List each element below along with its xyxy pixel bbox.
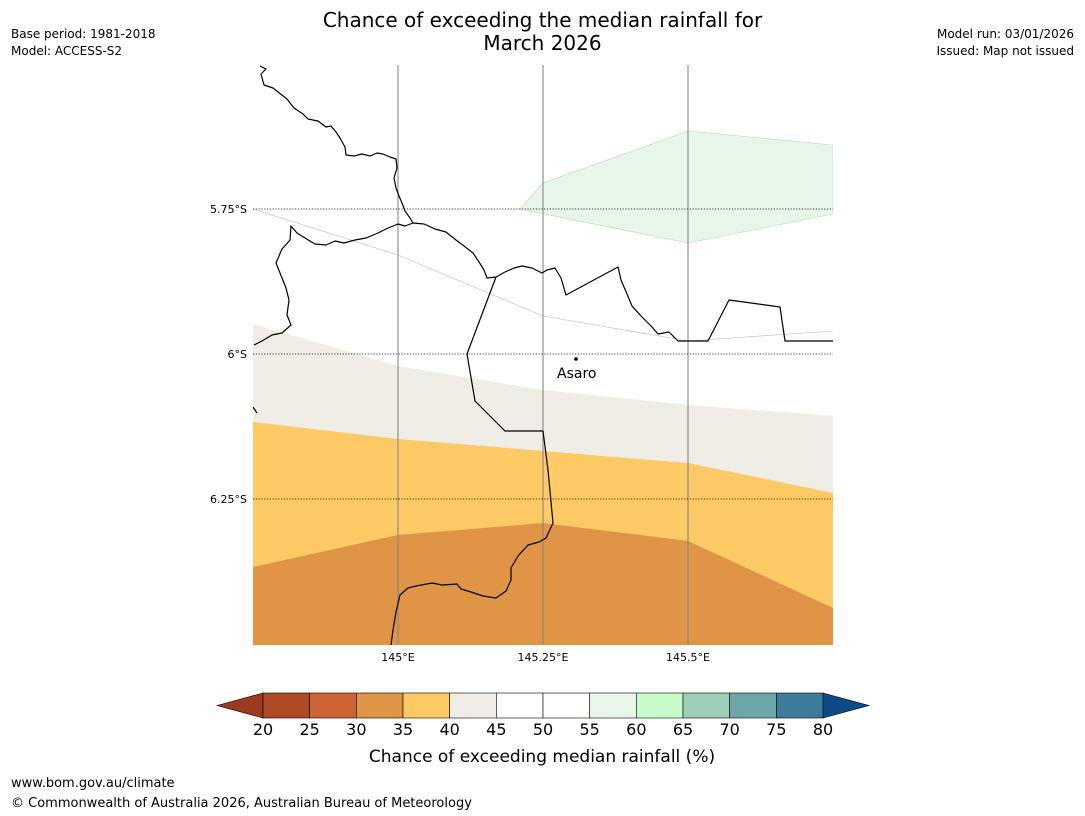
- colorbar-over-arrow: [822, 692, 871, 719]
- colorbar-tick-label: 80: [813, 720, 833, 739]
- colorbar-cell: [262, 692, 310, 719]
- colorbar-tick-label: 70: [719, 720, 739, 739]
- colorbar-tick-label: 50: [533, 720, 553, 739]
- lat-label-5-75s: 5.75°S: [210, 203, 247, 216]
- colorbar-cell: [496, 692, 544, 719]
- colorbar-under-arrow: [215, 692, 264, 719]
- colorbar-tick-label: 25: [299, 720, 319, 739]
- border-central: [253, 222, 414, 346]
- colorbar-cell: [729, 692, 777, 719]
- colorbar-tick-label: 30: [346, 720, 366, 739]
- colorbar-tick-label: 65: [673, 720, 693, 739]
- colorbar-tick-label: 20: [253, 720, 273, 739]
- colorbar-cell: [589, 692, 637, 719]
- colorbar-tick-labels: 20 25 30 35 40 45 50 55 60 65 70 75 80: [253, 720, 833, 739]
- colorbar-cell: [636, 692, 684, 719]
- colorbar-tick-label: 40: [439, 720, 459, 739]
- colorbar-cell: [449, 692, 497, 719]
- colorbar-cell: [402, 692, 450, 719]
- lon-label-145-25e: 145.25°E: [518, 651, 569, 664]
- footer-url[interactable]: www.bom.gov.au/climate: [11, 776, 175, 791]
- border-north: [259, 65, 414, 224]
- town-marker-asaro: [574, 357, 578, 361]
- colorbar-label: Chance of exceeding median rainfall (%): [369, 747, 715, 767]
- model-run: Model run: 03/01/2026: [936, 27, 1074, 41]
- lat-label-6-25s: 6.25°S: [210, 493, 247, 506]
- map-title-line1: Chance of exceeding the median rainfall …: [322, 8, 763, 32]
- colorbar-cell: [682, 692, 730, 719]
- lon-label-145-5e: 145.5°E: [666, 651, 710, 664]
- town-label-asaro: Asaro: [557, 366, 596, 382]
- issued-status: Issued: Map not issued: [936, 44, 1074, 58]
- colorbar: 20 25 30 35 40 45 50 55 60 65 70 75 80 Chance of exc…: [215, 692, 871, 767]
- map-title-line2: March 2026: [483, 31, 602, 55]
- model-name: Model: ACCESS-S2: [11, 44, 123, 58]
- base-period: Base period: 1981-2018: [11, 27, 156, 41]
- colorbar-cell: [356, 692, 404, 719]
- colorbar-cell: [542, 692, 590, 719]
- lon-label-145e: 145°E: [381, 651, 414, 664]
- footer-copyright: © Commonwealth of Australia 2026, Austra…: [11, 796, 472, 811]
- border-east: [412, 222, 833, 342]
- border-fragment: [253, 406, 258, 414]
- colorbar-tick-label: 60: [626, 720, 646, 739]
- colorbar-tick-label: 55: [579, 720, 599, 739]
- lat-label-6s: 6°S: [228, 348, 247, 361]
- colorbar-tick-label: 45: [486, 720, 506, 739]
- colorbar-tick-label: 75: [766, 720, 786, 739]
- colorbar-tick-label: 35: [393, 720, 413, 739]
- border-south: [390, 276, 554, 645]
- map-area: Asaro: [253, 65, 833, 645]
- colorbar-cell: [776, 692, 824, 719]
- colorbar-cells: [262, 692, 824, 719]
- province-borders: [253, 65, 833, 645]
- colorbar-cell: [309, 692, 357, 719]
